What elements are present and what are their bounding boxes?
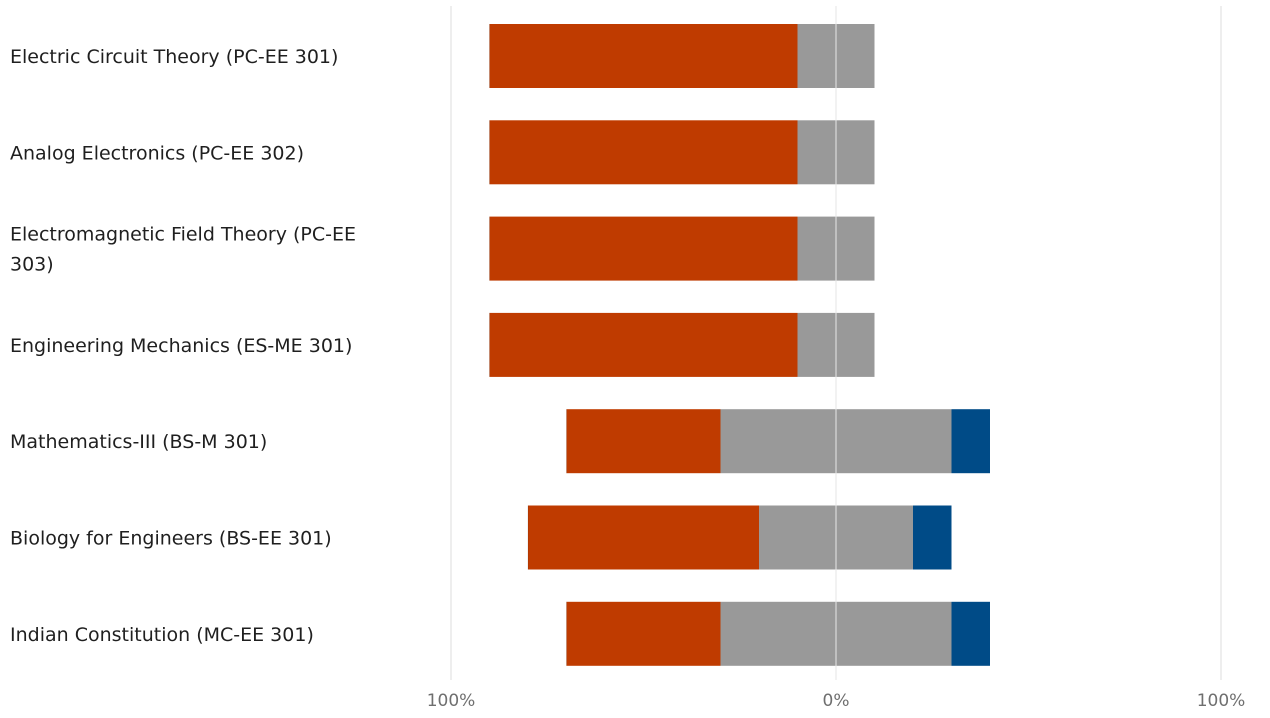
category-label: Electric Circuit Theory (PC-EE 301): [10, 46, 338, 68]
category-label: Mathematics-III (BS-M 301): [10, 431, 267, 453]
bar-segment-s0: [566, 601, 721, 666]
bar-segment-s0: [489, 24, 798, 88]
category-label: Biology for Engineers (BS-EE 301): [10, 528, 332, 550]
bar-segment-s0: [489, 312, 798, 377]
category-label: Electromagnetic Field Theory (PC-EE 303): [10, 224, 356, 276]
x-tick-label: 100%: [1197, 691, 1246, 711]
bar-segment-s2: [951, 601, 990, 666]
category-label: Analog Electronics (PC-EE 302): [10, 142, 304, 164]
bar-segment-s2: [913, 505, 952, 570]
bar-segment-s0: [489, 216, 798, 281]
bar-segment-s0: [489, 120, 798, 185]
category-label: Indian Constitution (MC-EE 301): [10, 624, 314, 646]
x-tick-label: 0%: [823, 691, 850, 711]
bar-segment-s2: [951, 409, 990, 474]
x-tick-label: 100%: [427, 691, 476, 711]
bar-segment-s0: [566, 409, 721, 474]
category-label: Engineering Mechanics (ES-ME 301): [10, 335, 352, 357]
bar-segment-s0: [528, 505, 759, 570]
